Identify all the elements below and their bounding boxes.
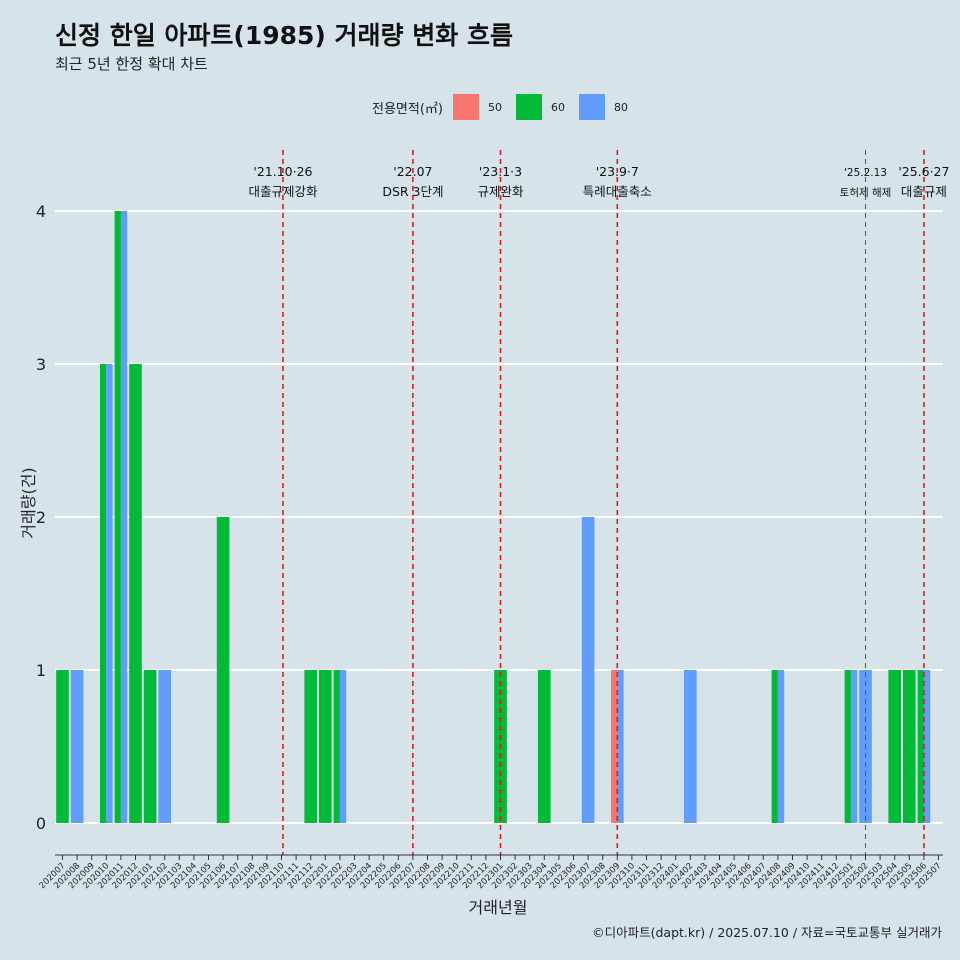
bar-202501-60 <box>844 670 851 823</box>
event-text-label: DSR 3단계 <box>382 184 443 199</box>
bar-202506-80 <box>923 670 931 823</box>
legend-swatch-60 <box>515 94 542 120</box>
event-text-label: 토허제 해제 <box>840 186 892 199</box>
chart-title: 신정 한일 아파트(1985) 거래량 변화 흐름 <box>55 21 513 50</box>
bar-202011-80 <box>120 211 128 823</box>
bar-202201-60 <box>319 670 332 823</box>
bar-202304-60 <box>538 670 551 823</box>
bar-202007-60 <box>56 670 69 823</box>
bar-202010-80 <box>106 364 113 823</box>
legend: 전용면적(㎡) 50 60 80 <box>372 94 642 120</box>
chart-subtitle: 최근 5년 한정 확대 차트 <box>55 55 208 73</box>
bar-202202-80 <box>339 670 347 823</box>
x-axis-title: 거래년월 <box>469 898 528 917</box>
bar-202101-60 <box>143 670 157 823</box>
bar-202408-60 <box>771 670 778 823</box>
event-date-label: '22.07 <box>393 164 432 179</box>
event-date-label: '23.9·7 <box>596 164 639 179</box>
source-caption: ©디아파트(dapt.kr) / 2025.07.10 / 자료=국토교통부 실… <box>592 925 942 940</box>
y-tick-label: 1 <box>36 661 46 680</box>
bar-202309-80 <box>617 670 624 823</box>
legend-label-60: 60 <box>550 100 565 114</box>
y-axis-title: 거래량(건) <box>19 467 38 538</box>
bar-202307-80 <box>581 517 595 823</box>
bar-202010-60 <box>100 364 107 823</box>
bar-202309-50 <box>611 670 618 823</box>
event-text-label: 대출규제 <box>901 184 947 199</box>
bar-202008-80 <box>70 670 84 823</box>
legend-item-80: 80 <box>578 94 634 120</box>
bar-202011-60 <box>114 211 121 823</box>
legend-swatch-50 <box>452 94 479 120</box>
bar-202408-80 <box>777 670 785 823</box>
bar-202012-60 <box>129 364 142 823</box>
legend-title: 전용면적(㎡) <box>372 101 443 117</box>
bar-202506-60 <box>917 670 924 823</box>
bar-202106-60 <box>216 517 230 823</box>
bar-202504-60 <box>888 670 901 823</box>
legend-label-50: 50 <box>487 100 502 114</box>
event-date-label: '25.2.13 <box>844 167 887 179</box>
bar-202402-80 <box>684 670 697 823</box>
bar-202505-60 <box>903 670 916 823</box>
event-date-label: '21.10·26 <box>253 164 312 179</box>
y-tick-label: 4 <box>36 202 46 221</box>
event-date-label: '25.6·27 <box>898 164 949 179</box>
bar-202202-60 <box>333 670 340 823</box>
bar-202501-80 <box>850 670 858 823</box>
legend-item-60: 60 <box>515 94 571 120</box>
y-tick-label: 2 <box>36 508 46 527</box>
event-text-label: 규제완화 <box>477 184 524 199</box>
legend-swatch-80 <box>578 94 605 120</box>
legend-label-80: 80 <box>613 100 628 114</box>
event-text-label: 대출규제강화 <box>248 184 318 199</box>
legend-item-50: 50 <box>452 94 508 120</box>
bar-202112-60 <box>304 670 317 823</box>
y-tick-label: 3 <box>36 355 46 374</box>
y-tick-label: 0 <box>36 814 46 833</box>
event-date-label: '23.1·3 <box>479 164 522 179</box>
event-text-label: 특례대출축소 <box>583 184 652 199</box>
bar-202102-80 <box>158 670 171 823</box>
